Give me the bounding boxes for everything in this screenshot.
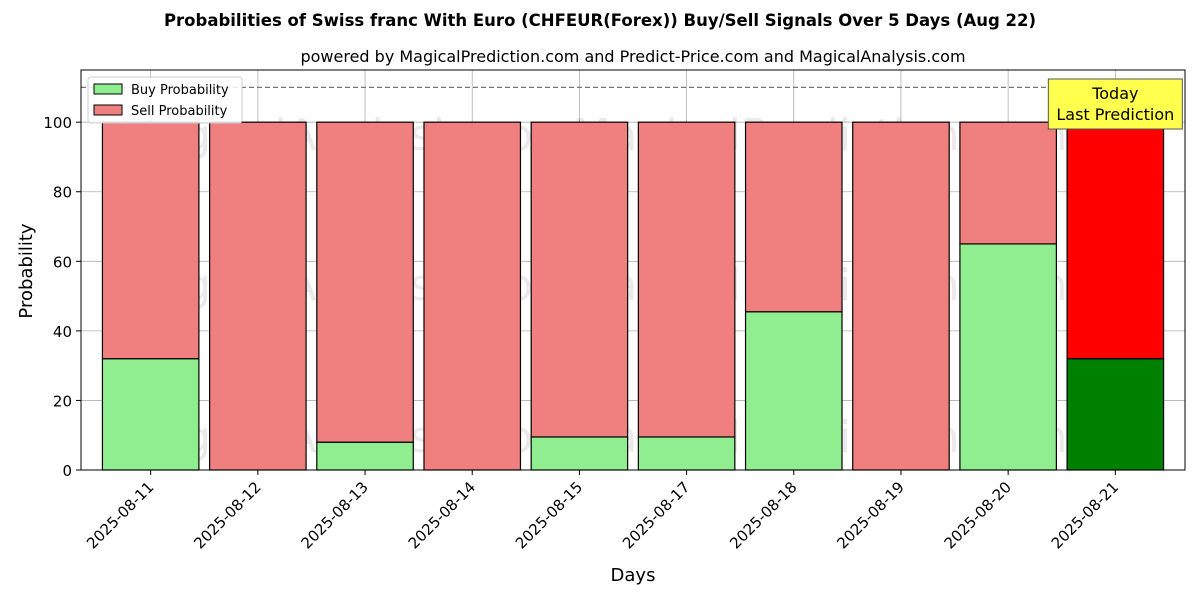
bar-sell	[423, 121, 522, 471]
x-tick-label: 2025-08-18	[726, 478, 800, 552]
bar-buy	[101, 358, 200, 471]
bars	[101, 121, 1165, 471]
x-tick-label: 2025-08-17	[619, 478, 693, 552]
y-axis-label: Probability	[16, 223, 37, 318]
annotation-text: Last Prediction	[1056, 105, 1174, 124]
bar-buy	[959, 243, 1057, 471]
x-tick-label: 2025-08-20	[941, 478, 1015, 552]
legend-label: Sell Probability	[131, 104, 228, 119]
bar-buy	[1066, 358, 1165, 471]
annotation: Today Last Prediction	[1047, 78, 1183, 130]
bar-sell	[959, 121, 1057, 245]
plot-frame	[80, 69, 1186, 471]
bar-sell	[852, 121, 950, 471]
bar-buy	[637, 436, 736, 471]
bar-sell	[101, 121, 200, 360]
bar-sell	[637, 121, 736, 438]
bar-sell	[744, 121, 843, 313]
bar-buy	[530, 436, 629, 471]
legend: Buy Probability Sell Probability	[87, 76, 243, 124]
y-tick-label: 20	[53, 392, 72, 410]
x-tick-label: 2025-08-13	[297, 478, 371, 552]
bar-buy	[744, 311, 843, 471]
legend-label: Buy Probability	[131, 83, 229, 98]
legend-swatch	[93, 104, 123, 116]
x-tick-label: 2025-08-14	[405, 478, 479, 552]
x-tick-label: 2025-08-21	[1048, 478, 1122, 552]
chart-title: Probabilities of Swiss franc With Euro (…	[164, 11, 1036, 30]
bar-sell	[1066, 121, 1165, 360]
y-tick-label: 100	[43, 114, 72, 132]
y-tick-label: 0	[62, 462, 72, 480]
bar-sell	[530, 121, 629, 438]
x-tick-label: 2025-08-15	[512, 478, 586, 552]
x-tick-label: 2025-08-11	[83, 478, 157, 552]
x-axis-label: Days	[611, 565, 656, 586]
legend-box	[87, 76, 243, 124]
y-tick-label: 80	[53, 184, 72, 202]
legend-swatch	[93, 83, 123, 95]
bar-buy	[316, 441, 414, 471]
annotation-text: Today	[1091, 84, 1138, 103]
x-tick-label: 2025-08-12	[190, 478, 264, 552]
bar-sell	[316, 121, 414, 443]
chart-subtitle: powered by MagicalPrediction.com and Pre…	[300, 47, 965, 66]
x-tick-label: 2025-08-19	[833, 478, 907, 552]
annotation-box	[1047, 78, 1183, 130]
bar-sell	[209, 121, 307, 471]
y-tick-label: 40	[53, 323, 72, 341]
y-tick-label: 60	[53, 253, 72, 271]
